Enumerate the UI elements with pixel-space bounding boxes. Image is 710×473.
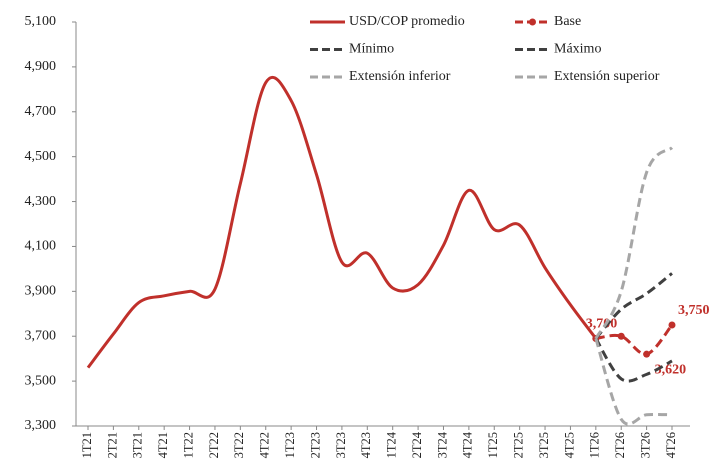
legend-label: Mínimo [349,42,394,57]
x-tick-label: 1T24 [385,431,399,458]
x-tick-label: 2T24 [410,431,424,458]
x-tick-label: 3T21 [131,432,145,458]
x-tick-label: 2T23 [308,432,322,458]
y-tick-label: 3,300 [25,418,57,433]
x-tick-label: 4T26 [664,432,678,458]
x-tick-label: 4T22 [258,432,272,458]
series-line [86,75,598,369]
series-line [594,146,674,340]
x-tick-label: 1T22 [181,432,195,458]
y-tick-label: 3,900 [25,284,57,299]
y-tick-label: 4,900 [25,59,57,74]
legend-marker [529,18,536,26]
series-line [594,337,673,383]
x-tick-label: 3T23 [334,432,348,458]
y-tick-label: 4,300 [25,194,57,209]
x-tick-label: 4T23 [359,432,373,458]
legend-label: Máximo [554,42,601,57]
x-tick-label: 3T26 [638,432,652,458]
y-tick-label: 4,100 [25,239,57,254]
legend-label: Base [554,14,581,29]
point [668,321,676,329]
series-line [595,324,674,356]
x-tick-label: 2T25 [512,432,526,458]
x-tick-label: 1T23 [283,432,297,458]
x-tick-label: 1T26 [588,432,602,458]
x-tick-label: 3T22 [232,432,246,458]
x-tick-label: 4T25 [562,432,576,458]
y-tick-label: 3,500 [25,373,57,388]
x-tick-label: 1T21 [80,432,94,458]
x-tick-label: 1T25 [486,432,500,458]
legend-label: USD/COP promedio [349,14,465,29]
y-tick-label: 4,500 [25,149,57,164]
series-line [594,338,673,426]
x-tick-label: 2T22 [207,432,221,458]
point [643,350,651,358]
x-tick-label: 4T21 [156,432,170,458]
x-tick-label: 3T25 [537,432,551,458]
x-tick-label: 3T24 [435,431,449,458]
data-label: 3,700 [586,316,618,331]
legend-label: Extensión superior [554,69,660,84]
data-label: 3,750 [678,303,710,318]
point [617,332,625,340]
x-tick-label: 4T24 [461,431,475,458]
y-tick-label: 3,700 [25,328,57,343]
y-tick-label: 4,700 [25,104,57,119]
y-tick-label: 5,100 [25,14,57,29]
x-tick-label: 2T26 [613,432,627,458]
x-tick-label: 2T21 [105,432,119,458]
legend-label: Extensión inferior [349,69,451,84]
